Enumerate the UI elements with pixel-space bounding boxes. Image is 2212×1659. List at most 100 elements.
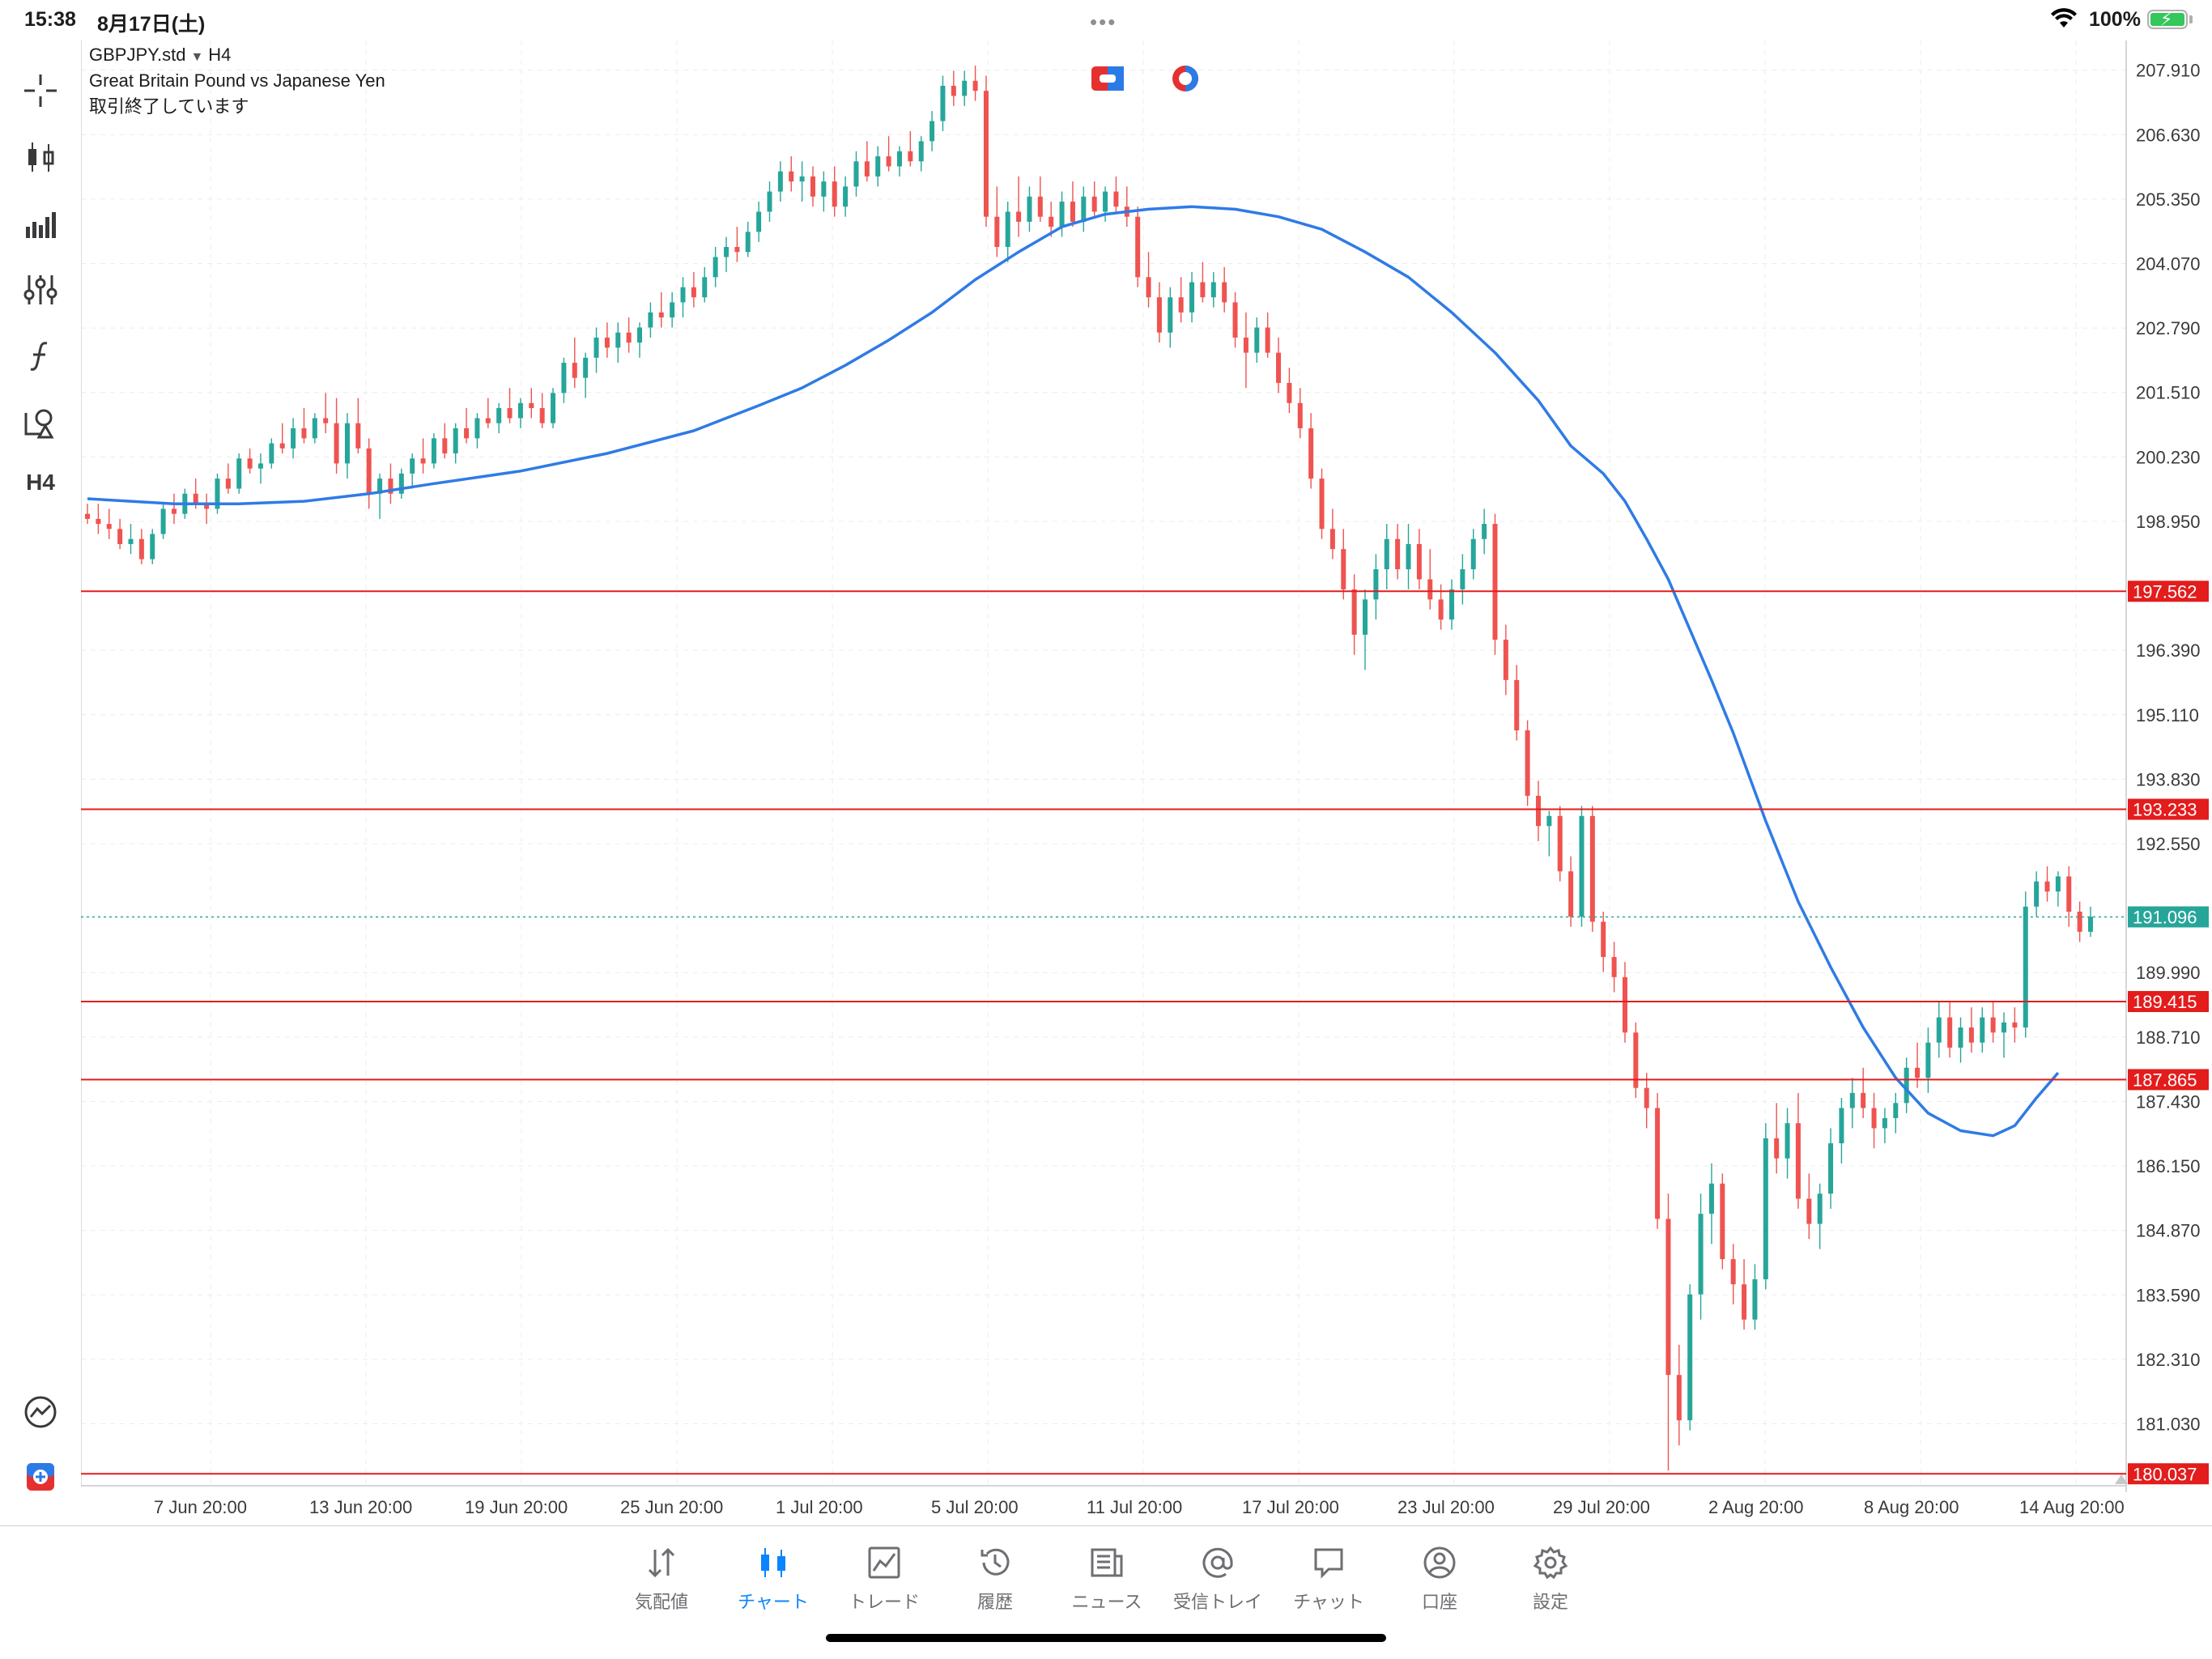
level-price-label: 187.865 bbox=[2133, 1070, 2197, 1090]
candle-body bbox=[908, 151, 913, 162]
candle-body bbox=[1059, 202, 1065, 228]
multitask-dots[interactable]: ••• bbox=[1090, 10, 1117, 34]
chart-area[interactable]: 207.910 206.630 205.350 204.070 202.790 201.5… bbox=[81, 40, 2212, 1522]
candle-body bbox=[789, 171, 794, 182]
price-tick-label: 182.310 bbox=[2136, 1350, 2201, 1370]
time-tick-label: 8 Aug 20:00 bbox=[1864, 1497, 1959, 1517]
candle-body bbox=[1557, 815, 1563, 872]
candle-body bbox=[853, 161, 859, 187]
candle-body bbox=[247, 458, 253, 469]
function-icon[interactable] bbox=[18, 334, 63, 379]
candle-body bbox=[1049, 216, 1054, 228]
candle-body bbox=[1784, 1123, 1790, 1159]
candle-body bbox=[1980, 1017, 1985, 1043]
candle-body bbox=[257, 463, 263, 469]
tab-history[interactable]: 履歴 bbox=[951, 1542, 1040, 1614]
candle-body bbox=[334, 423, 339, 464]
tab-label: 口座 bbox=[1421, 1592, 1457, 1612]
tab-news[interactable]: ニュース bbox=[1062, 1542, 1151, 1614]
tab-label: 設定 bbox=[1532, 1592, 1568, 1612]
tab-chart[interactable]: チャート bbox=[729, 1542, 818, 1614]
candle-body bbox=[1103, 191, 1108, 212]
trade-chart-icon bbox=[840, 1542, 929, 1583]
trade-icon[interactable] bbox=[18, 1454, 63, 1499]
candle-body bbox=[1005, 211, 1010, 247]
candle-body bbox=[1329, 529, 1335, 550]
candle-body bbox=[702, 277, 708, 298]
candle-body bbox=[756, 211, 762, 232]
quotes-icon bbox=[617, 1542, 706, 1583]
candle-body bbox=[637, 327, 643, 343]
candle-body bbox=[2088, 917, 2093, 932]
price-tick-label: 184.870 bbox=[2136, 1221, 2201, 1241]
candle-body bbox=[1730, 1259, 1736, 1285]
candle-body bbox=[1416, 543, 1422, 580]
price-tick-label: 193.830 bbox=[2136, 769, 2201, 789]
candle-body bbox=[1243, 337, 1249, 353]
news-icon bbox=[1062, 1542, 1151, 1583]
candle-body bbox=[713, 257, 718, 278]
objects-icon[interactable] bbox=[18, 400, 63, 445]
candle-body bbox=[886, 156, 891, 167]
candle-body bbox=[1882, 1117, 1887, 1129]
tab-quotes[interactable]: 気配値 bbox=[617, 1542, 706, 1614]
crosshair-icon[interactable] bbox=[18, 68, 63, 113]
candle-body bbox=[1427, 579, 1433, 600]
candle-body bbox=[1037, 196, 1043, 217]
candle-body bbox=[896, 151, 902, 167]
time-tick-label: 29 Jul 20:00 bbox=[1553, 1497, 1650, 1517]
candle-body bbox=[1806, 1198, 1812, 1224]
tab-label: トレード bbox=[848, 1592, 920, 1612]
symbol-header[interactable]: GBPJPY.std ▼ H4 bbox=[89, 45, 231, 66]
trend-icon[interactable] bbox=[18, 1389, 63, 1435]
candlestick-icon[interactable] bbox=[18, 134, 63, 180]
dropdown-caret-icon: ▼ bbox=[190, 50, 204, 64]
home-indicator[interactable] bbox=[826, 1634, 1386, 1642]
candle-body bbox=[1081, 196, 1087, 222]
scroll-end-marker bbox=[2115, 1474, 2128, 1484]
candle-body bbox=[777, 171, 783, 192]
tab-mailbox[interactable]: 受信トレイ bbox=[1173, 1542, 1262, 1614]
candle-body bbox=[1276, 352, 1282, 383]
tab-chat[interactable]: チャット bbox=[1284, 1542, 1373, 1614]
status-time: 15:38 bbox=[24, 8, 76, 31]
candle-body bbox=[983, 91, 989, 217]
price-tick-label: 192.550 bbox=[2136, 834, 2201, 854]
candle-body bbox=[225, 479, 231, 489]
price-chart[interactable]: 207.910 206.630 205.350 204.070 202.790 201.5… bbox=[81, 40, 2212, 1522]
candle-body bbox=[1546, 815, 1552, 827]
battery-icon: ⚡ bbox=[2147, 10, 2188, 29]
candle-body bbox=[1091, 196, 1097, 212]
tab-account[interactable]: 口座 bbox=[1395, 1542, 1484, 1614]
sliders-icon[interactable] bbox=[18, 267, 63, 313]
candle-body bbox=[1958, 1027, 1963, 1048]
candle-body bbox=[1763, 1138, 1768, 1279]
candle-body bbox=[2034, 881, 2040, 907]
candle-body bbox=[2044, 881, 2050, 892]
candle-body bbox=[1232, 302, 1238, 338]
candle-body bbox=[1698, 1214, 1704, 1295]
candle-body bbox=[420, 458, 426, 464]
price-tick-label: 201.510 bbox=[2136, 383, 2201, 403]
candle-body bbox=[1254, 327, 1260, 353]
time-tick-label: 17 Jul 20:00 bbox=[1242, 1497, 1339, 1517]
candle-body bbox=[2001, 1022, 2007, 1033]
indicators-icon[interactable] bbox=[18, 201, 63, 246]
price-tick-label: 206.630 bbox=[2136, 125, 2201, 145]
candle-body bbox=[1644, 1087, 1649, 1108]
candle-body bbox=[453, 428, 458, 453]
timeframe-button[interactable]: H4 bbox=[18, 460, 63, 505]
chart-toolbar: H4 bbox=[0, 40, 81, 1522]
candle-body bbox=[1438, 599, 1444, 620]
candle-body bbox=[344, 423, 350, 464]
tab-settings[interactable]: 設定 bbox=[1506, 1542, 1595, 1614]
price-tick-label: 204.070 bbox=[2136, 254, 2201, 274]
time-tick-label: 19 Jun 20:00 bbox=[465, 1497, 568, 1517]
price-tick-label: 198.950 bbox=[2136, 512, 2201, 532]
candle-body bbox=[2023, 906, 2028, 1028]
candle-body bbox=[799, 176, 805, 182]
tab-trade[interactable]: トレード bbox=[840, 1542, 929, 1614]
mailbox-icon bbox=[1173, 1542, 1262, 1583]
candle-body bbox=[1968, 1027, 1974, 1043]
candle-body bbox=[626, 332, 632, 343]
